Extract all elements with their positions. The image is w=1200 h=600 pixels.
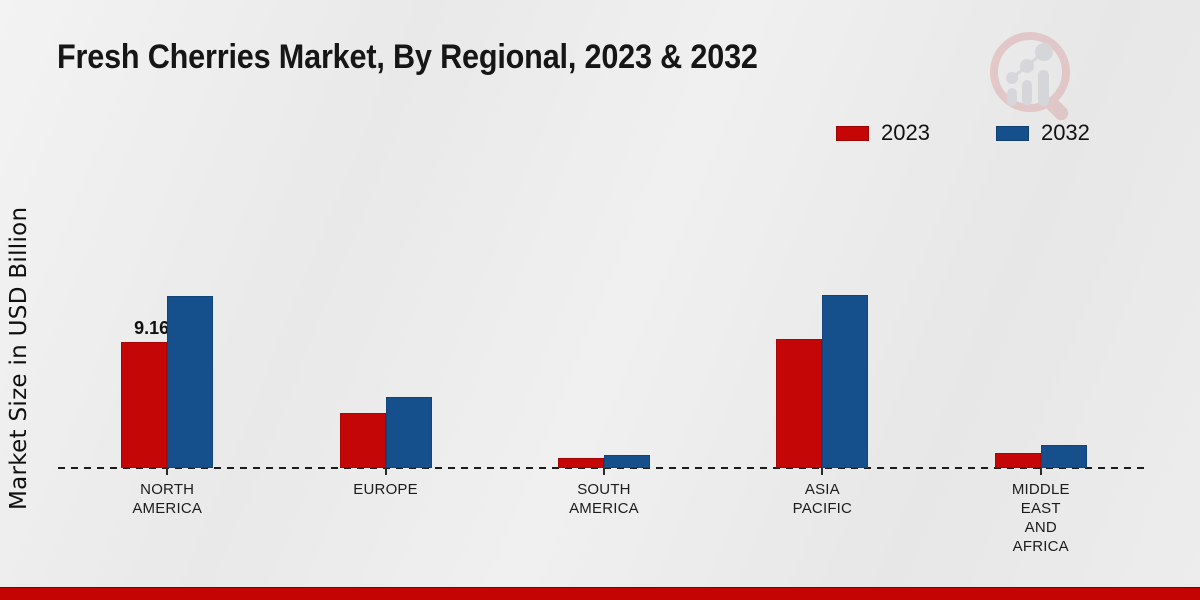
category-label: NORTH AMERICA	[132, 481, 203, 517]
bar-2032-south-america	[603, 455, 650, 468]
bar-2023-north-america: 9.16	[121, 318, 169, 468]
legend-label-2023: 2023	[881, 120, 930, 145]
watermark-logo-icon	[990, 32, 1070, 121]
bar-groups-container: 9.16 NORTH AMERICA EUROPE SOUTH AMERICA ASIA…	[58, 288, 1150, 555]
legend: 2023 2032	[836, 120, 1090, 146]
bar-2023-asia-pacific	[776, 339, 823, 468]
x-axis-baseline	[58, 467, 1144, 469]
bar-2023-middle-east-and-africa	[994, 453, 1041, 468]
legend-label-2032: 2032	[1040, 120, 1090, 145]
x-axis-tick	[821, 468, 824, 475]
x-axis-tick	[166, 468, 169, 475]
chart-title: Fresh Cherries Market, By Regional, 2023…	[57, 38, 758, 76]
legend-swatch-2023	[836, 125, 869, 141]
legend-swatch-2032	[995, 125, 1029, 141]
bar-group-south-america: SOUTH AMERICA	[557, 288, 650, 517]
bar-2032-asia-pacific	[822, 295, 869, 468]
x-axis-tick	[602, 468, 605, 475]
bar-2032-middle-east-and-africa	[1040, 445, 1087, 468]
bar-2023-europe	[339, 413, 386, 468]
bar-group-north-america: 9.16 NORTH AMERICA	[121, 288, 214, 517]
bar-2032-north-america	[167, 296, 214, 468]
bar-group-middle-east-and-africa: MIDDLE EAST AND AFRICA	[994, 288, 1087, 555]
bar-group-asia-pacific: ASIA PACIFIC	[776, 288, 869, 517]
category-label: EUROPE	[353, 481, 418, 498]
x-axis-tick	[1039, 468, 1042, 475]
category-label: MIDDLE EAST AND AFRICA	[1011, 481, 1070, 555]
bottom-accent-bar	[0, 587, 1200, 600]
x-axis-tick	[384, 468, 387, 475]
y-axis-label: Market Size in USD Billion	[6, 206, 32, 510]
bar-group-europe: EUROPE	[339, 288, 432, 498]
bar-value-label: 9.16	[134, 318, 170, 338]
plot-area: 9.16 NORTH AMERICA EUROPE SOUTH AMERICA ASIA…	[58, 288, 1150, 568]
category-label: SOUTH AMERICA	[569, 481, 639, 517]
bar-2032-europe	[385, 397, 432, 468]
bar-2023-south-america	[557, 458, 604, 468]
category-label: ASIA PACIFIC	[792, 481, 853, 517]
